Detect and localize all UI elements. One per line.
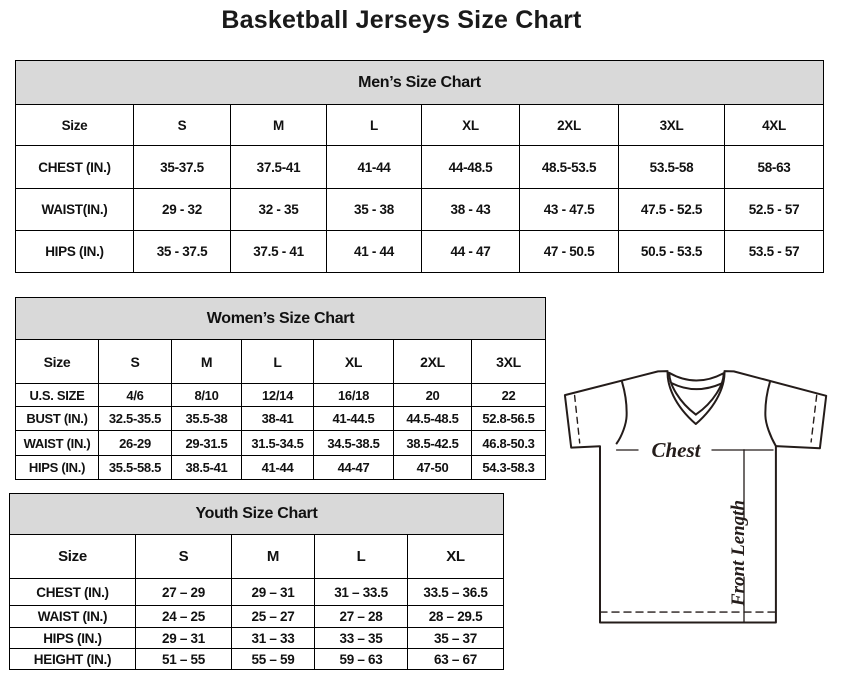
svg-text:Front Length: Front Length (728, 500, 749, 607)
svg-text:Chest: Chest (651, 438, 701, 462)
